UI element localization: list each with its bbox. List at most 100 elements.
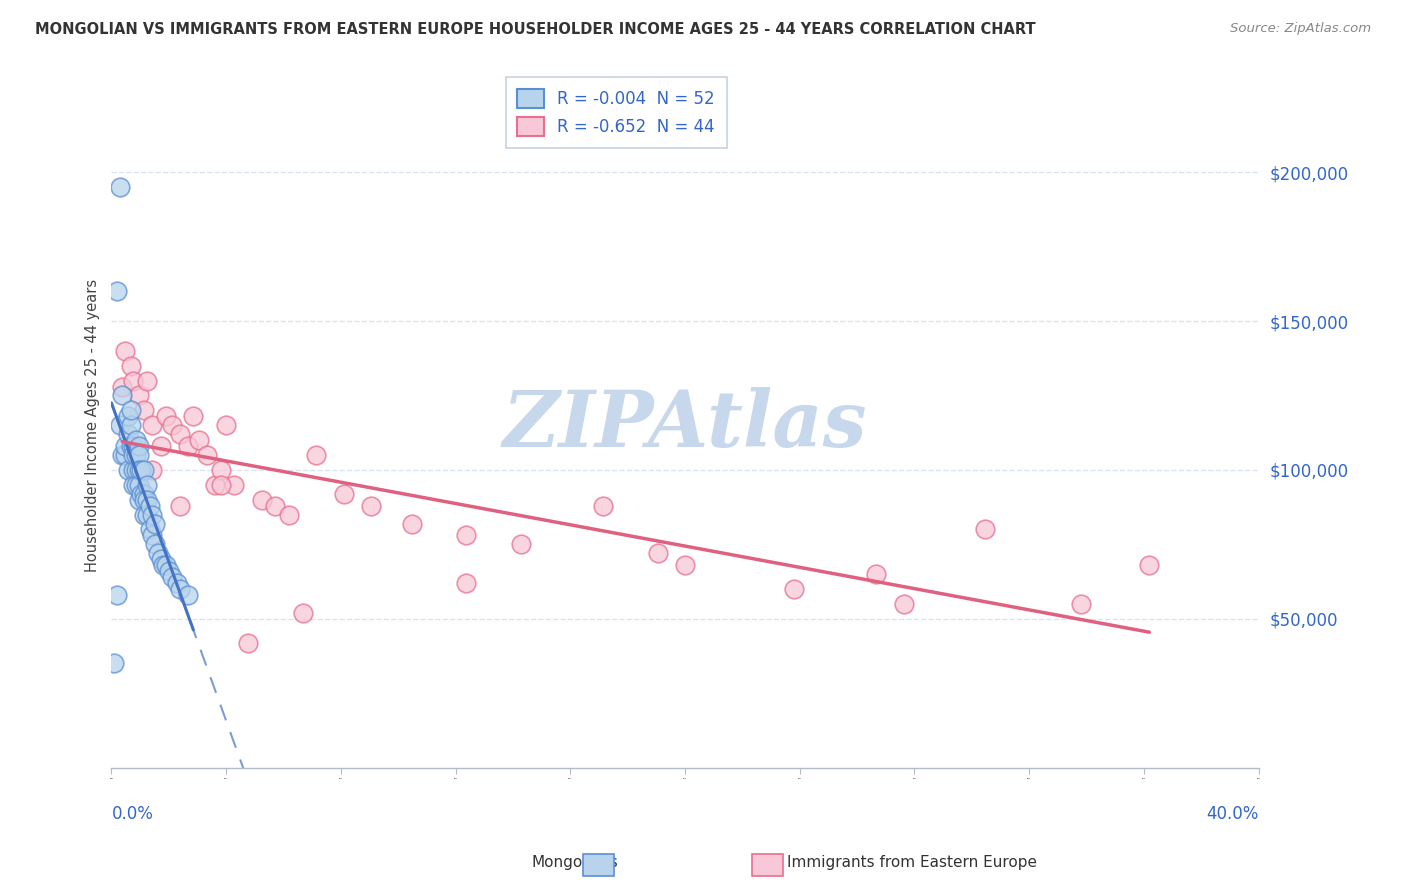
Point xyxy=(138,499,160,513)
Point xyxy=(135,478,157,492)
Point xyxy=(865,567,887,582)
Point xyxy=(291,606,314,620)
Point xyxy=(155,558,177,573)
Point xyxy=(177,439,200,453)
Point xyxy=(125,448,148,462)
Point xyxy=(141,463,163,477)
Point xyxy=(169,427,191,442)
Point xyxy=(141,528,163,542)
Point xyxy=(183,409,205,424)
Point xyxy=(160,570,183,584)
Point xyxy=(236,635,259,649)
Point xyxy=(157,564,180,578)
Point xyxy=(111,388,134,402)
Point xyxy=(103,657,125,671)
Point xyxy=(141,508,163,522)
Text: ZIPAtlas: ZIPAtlas xyxy=(503,387,868,464)
Text: Immigrants from Eastern Europe: Immigrants from Eastern Europe xyxy=(787,855,1038,870)
Point xyxy=(783,582,806,596)
Point xyxy=(117,463,139,477)
Point xyxy=(114,343,136,358)
Point xyxy=(135,508,157,522)
Point xyxy=(195,448,218,462)
Point xyxy=(117,427,139,442)
Point xyxy=(332,487,354,501)
Point xyxy=(143,516,166,531)
Point xyxy=(131,487,153,501)
Point xyxy=(209,463,232,477)
Point xyxy=(114,439,136,453)
Text: 40.0%: 40.0% xyxy=(1206,805,1258,823)
Point xyxy=(131,463,153,477)
Y-axis label: Householder Income Ages 25 - 44 years: Householder Income Ages 25 - 44 years xyxy=(86,278,100,572)
Point xyxy=(122,374,145,388)
Point xyxy=(128,478,150,492)
Point xyxy=(592,499,614,513)
Point xyxy=(456,528,478,542)
Point xyxy=(224,478,246,492)
Point xyxy=(135,374,157,388)
Point xyxy=(120,359,142,373)
Point xyxy=(105,285,128,299)
Text: MONGOLIAN VS IMMIGRANTS FROM EASTERN EUROPE HOUSEHOLDER INCOME AGES 25 - 44 YEAR: MONGOLIAN VS IMMIGRANTS FROM EASTERN EUR… xyxy=(35,22,1036,37)
Point xyxy=(122,463,145,477)
Point xyxy=(215,418,238,433)
Point xyxy=(456,576,478,591)
Point xyxy=(138,523,160,537)
Point xyxy=(134,492,156,507)
Point xyxy=(122,478,145,492)
Point xyxy=(250,492,273,507)
Point xyxy=(673,558,696,573)
Point xyxy=(204,478,226,492)
Point xyxy=(117,409,139,424)
Point xyxy=(1070,597,1092,611)
Point xyxy=(114,448,136,462)
Point xyxy=(128,439,150,453)
Point xyxy=(128,463,150,477)
Point xyxy=(510,537,533,551)
Point xyxy=(401,516,423,531)
Point xyxy=(360,499,382,513)
Point xyxy=(305,448,328,462)
Point xyxy=(134,487,156,501)
Point xyxy=(128,492,150,507)
Point xyxy=(134,403,156,417)
Point xyxy=(141,418,163,433)
Point xyxy=(128,448,150,462)
Point xyxy=(128,388,150,402)
Point xyxy=(111,448,134,462)
Point xyxy=(264,499,287,513)
Point xyxy=(155,409,177,424)
Point xyxy=(120,403,142,417)
Point xyxy=(108,418,131,433)
Point xyxy=(1137,558,1160,573)
Point xyxy=(122,448,145,462)
Point xyxy=(125,478,148,492)
Point xyxy=(169,582,191,596)
Point xyxy=(120,418,142,433)
Point xyxy=(893,597,915,611)
Point xyxy=(160,418,183,433)
Point xyxy=(108,180,131,194)
Point xyxy=(122,439,145,453)
Point xyxy=(169,499,191,513)
Point xyxy=(125,463,148,477)
Point xyxy=(146,546,169,560)
Point xyxy=(149,552,172,566)
Point xyxy=(134,463,156,477)
Point xyxy=(177,588,200,602)
Point xyxy=(125,433,148,447)
Text: Mongolians: Mongolians xyxy=(531,855,619,870)
Point xyxy=(149,439,172,453)
Text: Source: ZipAtlas.com: Source: ZipAtlas.com xyxy=(1230,22,1371,36)
Text: 0.0%: 0.0% xyxy=(111,805,153,823)
Point xyxy=(135,492,157,507)
Point xyxy=(166,576,188,591)
Point xyxy=(105,588,128,602)
Point xyxy=(187,433,209,447)
Point xyxy=(209,478,232,492)
Point xyxy=(111,379,134,393)
Point xyxy=(134,508,156,522)
Legend: R = -0.004  N = 52, R = -0.652  N = 44: R = -0.004 N = 52, R = -0.652 N = 44 xyxy=(506,78,727,148)
Point xyxy=(278,508,301,522)
